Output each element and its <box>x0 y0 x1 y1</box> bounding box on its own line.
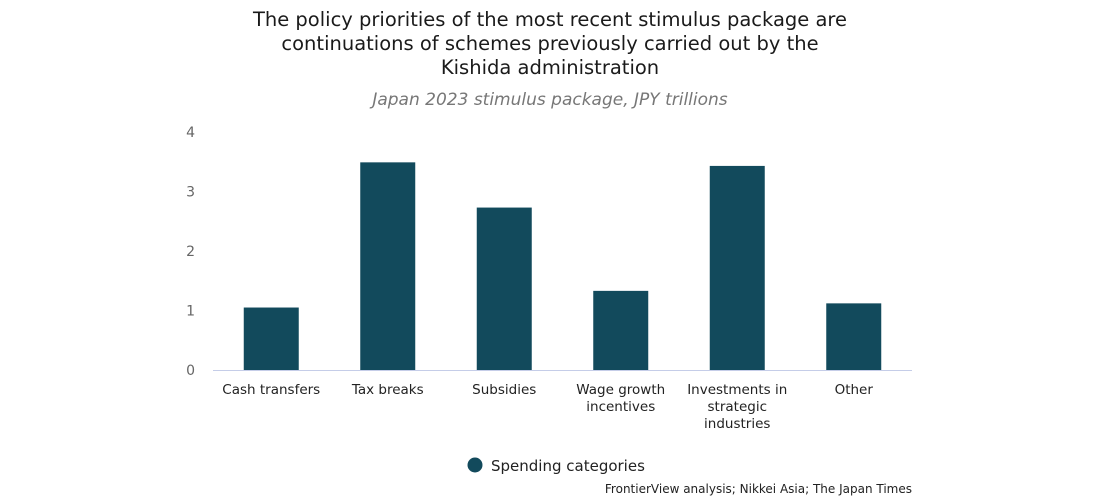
x-tick-label: Wage growth <box>576 382 665 398</box>
bar <box>476 207 532 370</box>
x-tick-label: Tax breaks <box>351 382 424 398</box>
x-tick-label: incentives <box>586 399 655 415</box>
y-tick-label: 0 <box>186 363 195 379</box>
y-tick-label: 3 <box>186 185 195 201</box>
legend-marker <box>467 457 483 473</box>
x-tick-label: Subsidies <box>472 382 536 398</box>
source-note: FrontierView analysis; Nikkei Asia; The … <box>604 482 912 496</box>
chart-title: The policy priorities of the most recent… <box>252 8 848 79</box>
bar <box>826 303 882 370</box>
y-tick-label: 2 <box>186 244 195 260</box>
bar <box>360 162 416 370</box>
bar <box>709 165 765 370</box>
y-tick-label: 4 <box>186 125 195 141</box>
x-tick-label: Investments in <box>687 382 787 398</box>
chart-subtitle: Japan 2023 stimulus package, JPY trillio… <box>372 90 728 110</box>
bar <box>593 290 649 370</box>
y-tick-label: 1 <box>186 304 195 320</box>
x-tick-label: Other <box>835 382 874 398</box>
x-tick-label: industries <box>704 416 770 432</box>
legend-label: Spending categories <box>491 457 645 475</box>
x-tick-label: strategic <box>708 399 768 415</box>
bar <box>243 307 299 370</box>
x-tick-label: Cash transfers <box>222 382 320 398</box>
